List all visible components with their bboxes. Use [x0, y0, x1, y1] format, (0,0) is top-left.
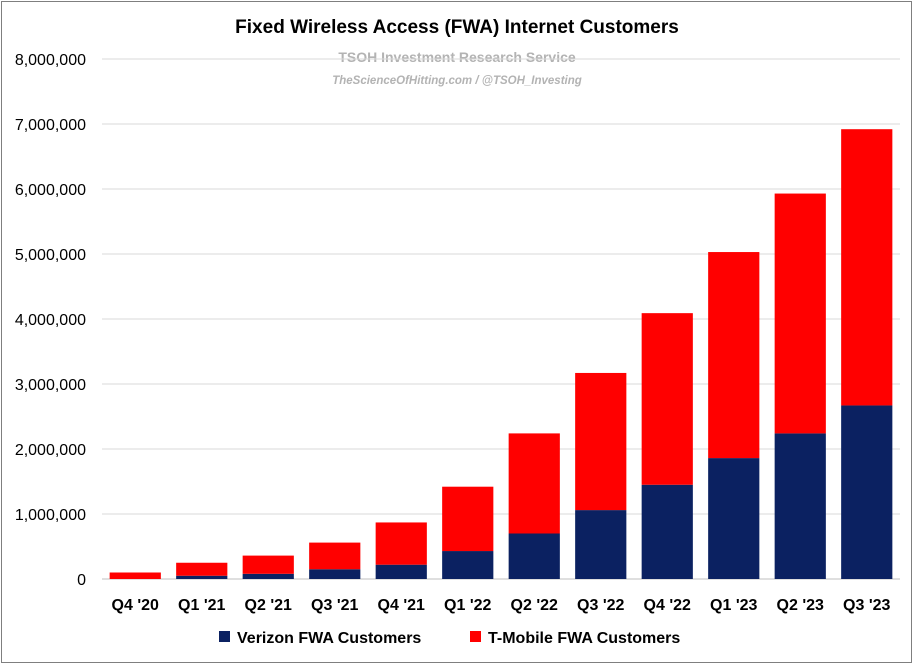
x-tick-label: Q1 '23 [710, 597, 757, 614]
y-tick-label: 4,000,000 [15, 312, 86, 329]
tmobile-bar [774, 193, 826, 434]
x-tick-label: Q3 '22 [577, 597, 624, 614]
y-tick-label: 1,000,000 [15, 507, 86, 524]
verizon-bar [841, 405, 893, 579]
verizon-bar [641, 484, 693, 579]
chart-title: Fixed Wireless Access (FWA) Internet Cus… [235, 17, 679, 38]
tmobile-bar [708, 252, 760, 459]
verizon-bar [575, 510, 627, 579]
y-tick-label: 8,000,000 [15, 52, 86, 69]
x-tick-label: Q3 '21 [311, 597, 358, 614]
y-tick-label: 2,000,000 [15, 442, 86, 459]
verizon-bar [508, 533, 560, 579]
gridlines [102, 58, 900, 580]
x-axis-ticks: Q4 '20 Q1 '21 Q2 '21 Q3 '21 Q4 '21 Q1 '22 Q2 '… [112, 597, 891, 614]
watermark-line-1: TSOH Investment Research Service [338, 49, 576, 65]
verizon-bar [309, 569, 361, 579]
x-tick-label: Q1 '21 [178, 597, 225, 614]
legend-verizon-label: Verizon FWA Customers [237, 630, 421, 647]
verizon-bar [176, 575, 228, 579]
tmobile-bar [109, 572, 161, 579]
x-tick-label: Q4 '21 [378, 597, 425, 614]
bars [109, 129, 893, 579]
verizon-bar [708, 458, 760, 579]
y-tick-label: 0 [77, 572, 86, 589]
tmobile-bar [242, 555, 294, 574]
y-tick-label: 6,000,000 [15, 182, 86, 199]
tmobile-bar [442, 486, 494, 552]
tmobile-bar [508, 433, 560, 534]
x-tick-label: Q4 '22 [644, 597, 691, 614]
legend-verizon-swatch [219, 631, 230, 642]
tmobile-bar [375, 522, 427, 565]
y-axis-ticks: 0 1,000,000 2,000,000 3,000,000 4,000,000 5,0… [15, 52, 86, 589]
x-tick-label: Q2 '22 [511, 597, 558, 614]
legend-tmobile-swatch [470, 631, 481, 642]
verizon-bar [442, 551, 494, 579]
verizon-bar [375, 564, 427, 579]
legend: Verizon FWA Customers T-Mobile FWA Custom… [219, 630, 680, 647]
tmobile-bar [641, 313, 693, 485]
y-tick-label: 7,000,000 [15, 117, 86, 134]
x-tick-label: Q1 '22 [444, 597, 491, 614]
x-tick-label: Q2 '23 [777, 597, 824, 614]
tmobile-bar [176, 562, 228, 576]
verizon-bar [242, 573, 294, 579]
tmobile-bar [309, 542, 361, 570]
watermark-line-2: TheScienceOfHitting.com / @TSOH_Investin… [332, 75, 582, 87]
verizon-bar [774, 433, 826, 579]
legend-tmobile-label: T-Mobile FWA Customers [488, 630, 680, 647]
x-tick-label: Q4 '20 [112, 597, 159, 614]
x-tick-label: Q3 '23 [843, 597, 890, 614]
y-tick-label: 5,000,000 [15, 247, 86, 264]
x-tick-label: Q2 '21 [245, 597, 292, 614]
tmobile-bar [841, 129, 893, 406]
tmobile-bar [575, 372, 627, 511]
y-tick-label: 3,000,000 [15, 377, 86, 394]
